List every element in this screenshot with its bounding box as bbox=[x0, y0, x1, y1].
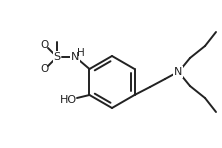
Text: H: H bbox=[77, 48, 85, 58]
Text: O: O bbox=[40, 64, 48, 74]
Text: S: S bbox=[54, 52, 61, 62]
Text: O: O bbox=[40, 40, 48, 50]
Text: HO: HO bbox=[59, 95, 77, 105]
Text: N: N bbox=[71, 52, 79, 62]
Text: N: N bbox=[174, 67, 182, 77]
